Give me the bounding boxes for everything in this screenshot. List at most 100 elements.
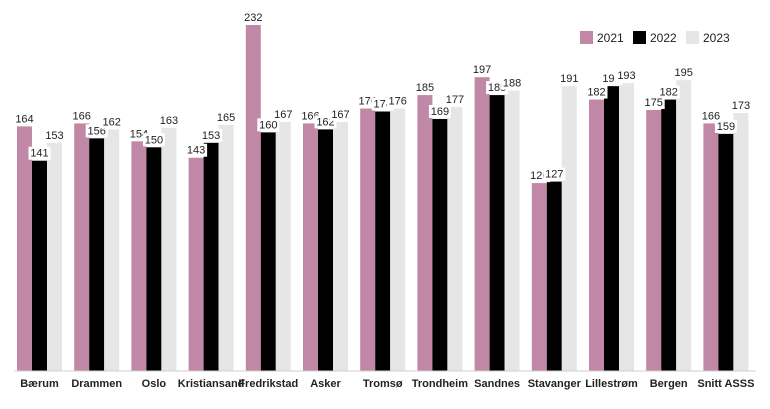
category-label-kristiansand: Kristiansand (178, 378, 245, 390)
value-label-fredrikstad-2022: 160 (259, 119, 277, 131)
value-label-stavanger-2022: 127 (545, 169, 563, 181)
bar-asker-2023 (333, 121, 348, 371)
bar-oslo-2022 (146, 147, 162, 371)
bar-snitt-asss-2023 (733, 112, 749, 371)
value-label-trondheim-2022: 169 (431, 106, 449, 118)
bar-oslo-2021 (131, 141, 147, 371)
value-label-oslo-2023: 163 (160, 115, 178, 127)
value-label-bg (428, 104, 451, 118)
bar-stavanger-2022 (546, 181, 562, 371)
value-label-lillestrom-2021: 182 (587, 87, 605, 99)
value-label-bg (642, 96, 665, 110)
bar-sandnes-2022 (489, 95, 505, 372)
value-label-tromso-2023: 176 (389, 96, 407, 108)
value-label-asker-2022: 162 (316, 116, 334, 128)
value-label-bg (142, 133, 165, 147)
value-label-bg (272, 107, 295, 121)
bar-baerum-2022 (32, 160, 47, 371)
value-label-baerum-2023: 153 (45, 130, 63, 142)
value-label-bg (28, 146, 51, 160)
value-label-bg (185, 143, 208, 157)
bar-trondheim-2023 (447, 107, 463, 371)
bar-tromso-2021 (360, 108, 376, 371)
bar-kristiansand-2022 (203, 142, 219, 371)
value-label-bg (413, 81, 436, 95)
value-label-bg (215, 110, 238, 124)
bar-snitt-asss-2021 (703, 123, 719, 372)
value-label-oslo-2022: 150 (145, 134, 163, 146)
value-label-bg (70, 109, 93, 123)
category-label-oslo: Oslo (142, 378, 167, 390)
bar-sandnes-2023 (504, 90, 520, 371)
value-label-bergen-2023: 195 (675, 67, 693, 79)
category-label-asker: Asker (310, 378, 341, 390)
value-label-kristiansand-2023: 165 (217, 112, 235, 124)
legend: 2021 2022 2023 (580, 31, 730, 45)
category-label-lillestrom: Lillestrøm (585, 378, 638, 390)
legend-swatch-2023 (686, 31, 699, 44)
bar-oslo-2023 (161, 127, 177, 371)
value-label-asker-2023: 167 (331, 109, 349, 121)
value-labels-layer: 1641411531661561621541501631431531652321… (13, 11, 752, 183)
value-label-kristiansand-2021: 143 (187, 145, 205, 157)
value-label-bg (699, 109, 722, 123)
value-label-drammen-2023: 162 (103, 116, 121, 128)
value-label-drammen-2021: 166 (73, 110, 91, 122)
bar-trondheim-2021 (417, 95, 433, 372)
value-label-bg (714, 119, 737, 133)
value-label-bg (672, 66, 695, 80)
bar-bergen-2022 (661, 99, 677, 371)
category-label-sandnes: Sandnes (474, 378, 520, 390)
bar-drammen-2021 (74, 123, 90, 372)
bar-lillestrom-2021 (589, 99, 604, 371)
value-label-bg (257, 118, 280, 132)
value-label-bg (43, 128, 66, 142)
value-label-bg (200, 128, 223, 142)
value-label-snitt-asss-2021: 166 (702, 110, 720, 122)
value-label-bg (386, 94, 409, 108)
bar-stavanger-2021 (531, 183, 547, 371)
value-label-bg (329, 107, 352, 121)
value-label-bg (242, 11, 265, 24)
legend-label-2022: 2022 (650, 31, 677, 45)
value-label-baerum-2022: 141 (30, 148, 48, 160)
bar-fredrikstad-2022 (260, 132, 276, 371)
bar-baerum-2023 (47, 142, 62, 371)
value-label-bg (657, 85, 680, 99)
value-label-bergen-2022: 182 (660, 87, 678, 99)
bar-asker-2022 (318, 129, 333, 371)
legend-label-2021: 2021 (597, 31, 624, 45)
category-label-snitt-asss: Snitt ASSS (697, 378, 754, 390)
value-label-bg (729, 98, 752, 112)
legend-swatch-2021 (580, 31, 593, 44)
bar-trondheim-2022 (432, 118, 448, 371)
value-label-bg (558, 72, 581, 86)
bar-asker-2021 (303, 123, 318, 372)
value-label-snitt-asss-2023: 173 (732, 100, 750, 112)
category-label-fredrikstad: Fredrikstad (238, 378, 298, 390)
legend-swatch-2022 (633, 31, 646, 44)
value-label-bg (501, 76, 524, 90)
bar-sandnes-2021 (474, 77, 490, 371)
value-label-bg (157, 113, 180, 127)
value-label-bg (585, 85, 608, 99)
bar-tromso-2022 (375, 111, 391, 371)
value-label-bg (615, 69, 638, 83)
legend-label-2023: 2023 (703, 31, 730, 45)
value-label-bergen-2021: 175 (645, 97, 663, 109)
bar-stavanger-2023 (561, 86, 577, 372)
category-label-bergen: Bergen (650, 378, 688, 390)
bar-fredrikstad-2021 (245, 25, 261, 371)
value-label-bg (443, 93, 466, 107)
value-label-snitt-asss-2022: 159 (717, 121, 735, 133)
value-label-sandnes-2023: 188 (503, 78, 521, 90)
bar-snitt-asss-2022 (718, 133, 734, 371)
bar-fredrikstad-2023 (275, 121, 291, 371)
value-label-baerum-2021: 164 (15, 113, 33, 125)
category-label-tromso: Tromsø (363, 378, 403, 390)
bar-baerum-2021 (17, 126, 32, 372)
value-label-lillestrom-2023: 193 (617, 70, 635, 82)
